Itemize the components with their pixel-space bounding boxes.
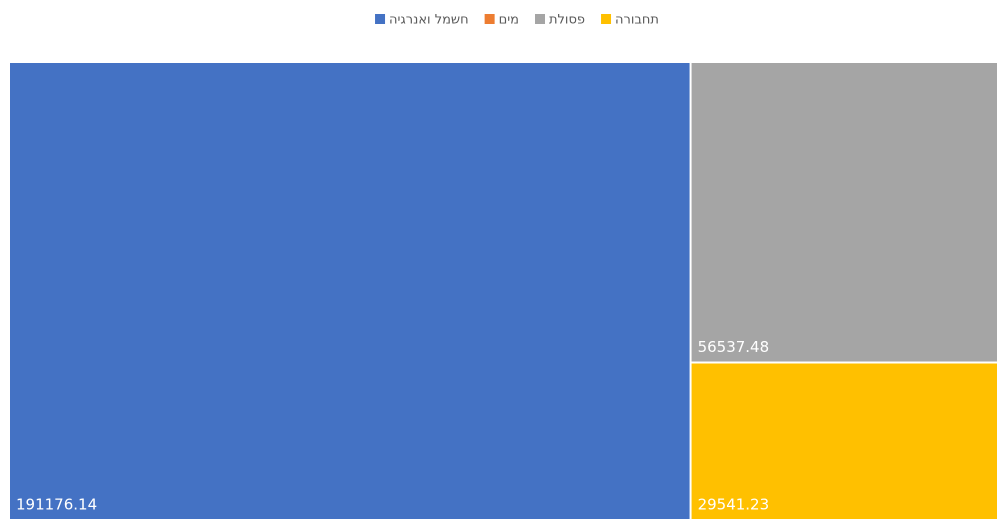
- tile-label: 29541.23: [698, 496, 770, 514]
- tile: [10, 63, 690, 519]
- tile-label: 191176.14: [16, 496, 97, 514]
- legend-swatch: [535, 14, 545, 24]
- tile: [691, 363, 997, 519]
- legend-swatch: [484, 14, 495, 24]
- legend-swatch: [601, 14, 612, 24]
- legend-label: חשמל ואנרגיה: [389, 13, 469, 28]
- legend-label: מים: [499, 13, 519, 28]
- tile: [691, 63, 997, 362]
- legend-label: תחבורה: [615, 13, 659, 28]
- legend-swatch: [375, 14, 386, 24]
- legend-label: פסולת: [549, 13, 585, 28]
- tile-label: 56537.48: [698, 338, 770, 356]
